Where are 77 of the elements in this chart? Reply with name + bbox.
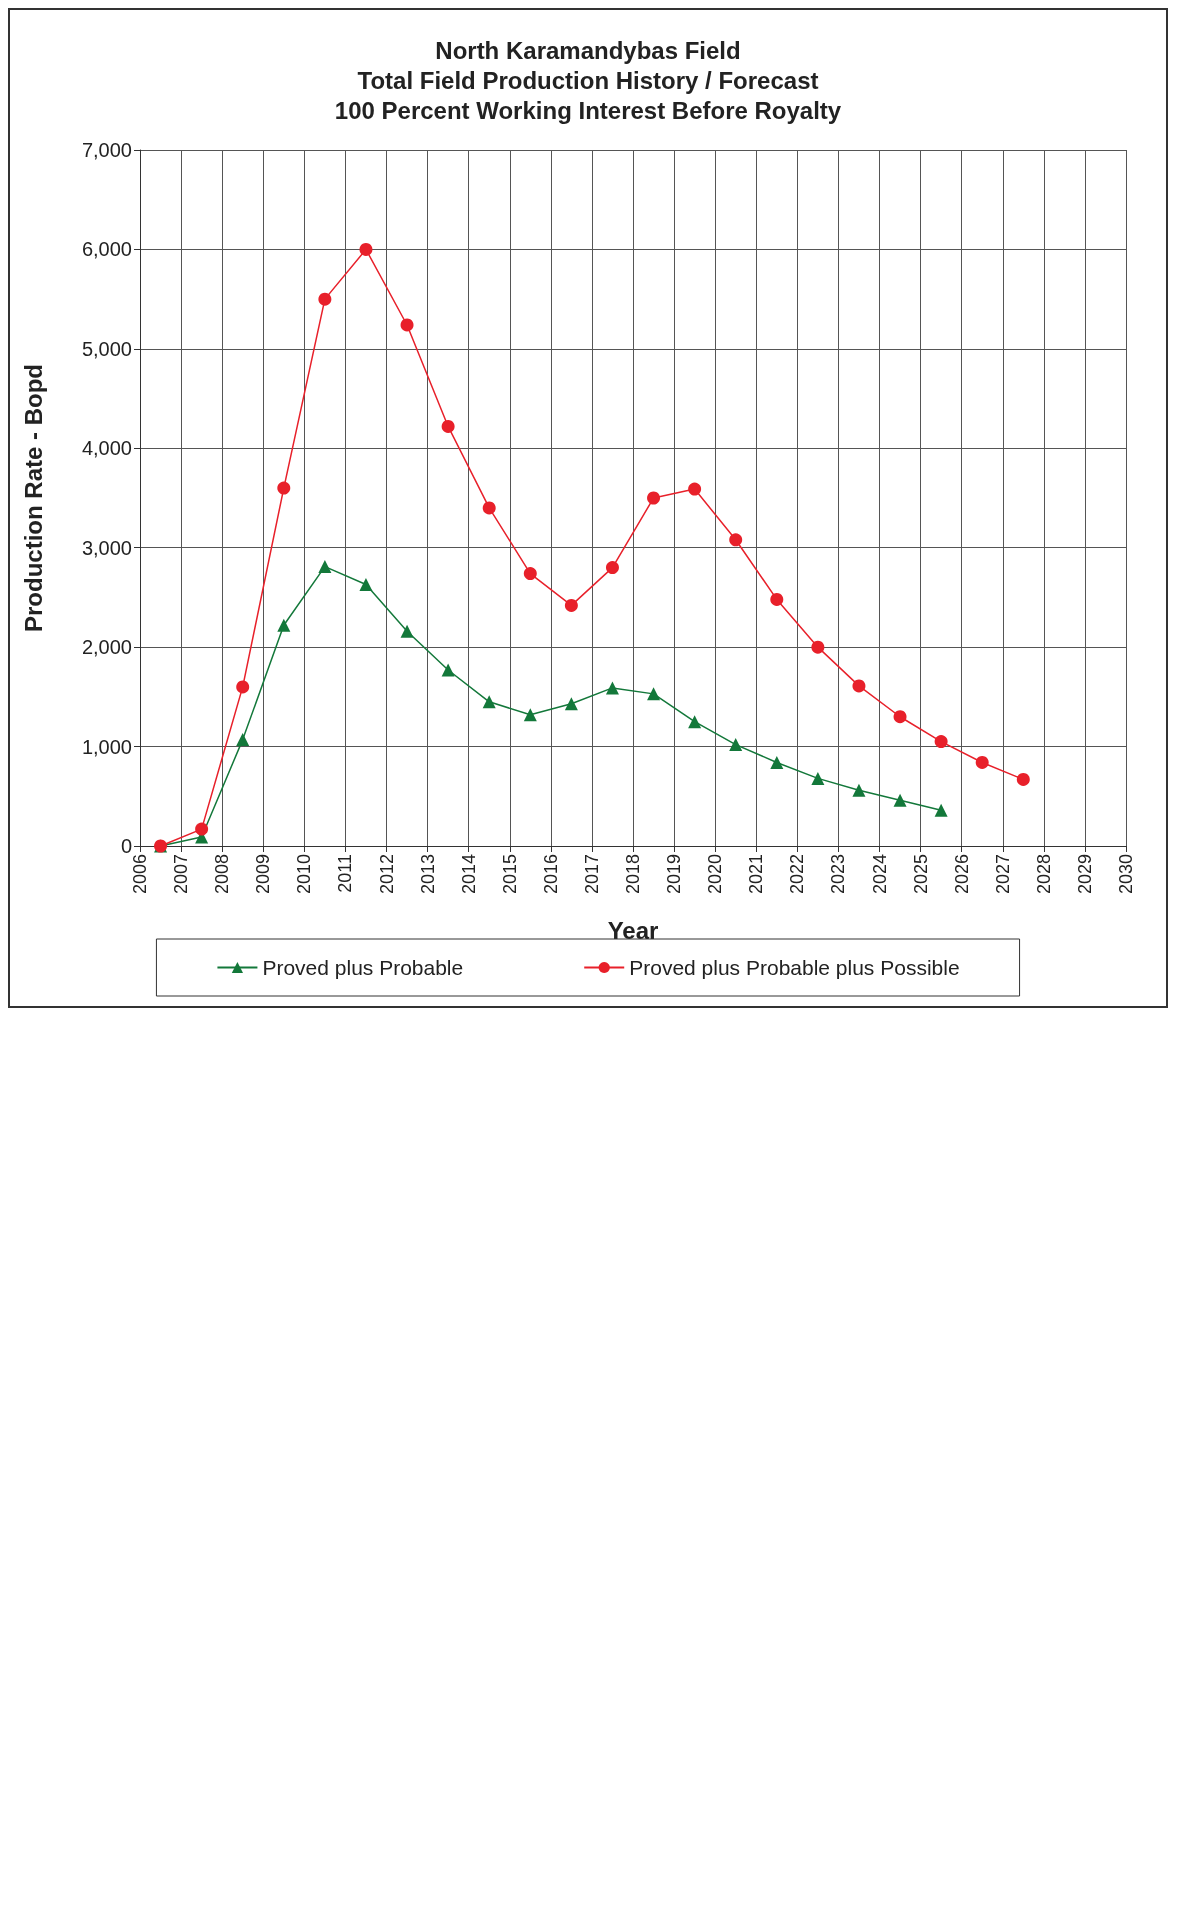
x-tick-label: 2021 bbox=[746, 854, 767, 895]
x-tick-label: 2006 bbox=[130, 854, 150, 895]
point bbox=[318, 292, 332, 306]
x-tick-label: 2029 bbox=[1074, 854, 1095, 895]
y-tick-label: 3,000 bbox=[81, 536, 132, 559]
x-tick-label: 2008 bbox=[212, 854, 233, 895]
y-tick-label: 2,000 bbox=[81, 636, 132, 659]
x-tick-label: 2012 bbox=[376, 854, 397, 895]
point bbox=[893, 710, 907, 724]
point bbox=[400, 624, 414, 638]
legend-label: Proved plus Probable plus Possible bbox=[629, 956, 960, 979]
point bbox=[523, 708, 537, 722]
x-tick-label: 2019 bbox=[664, 854, 685, 895]
point bbox=[277, 618, 291, 632]
y-axis-title: Production Rate - Bopd bbox=[19, 364, 47, 632]
y-tick-label: 4,000 bbox=[81, 437, 132, 460]
point bbox=[688, 715, 702, 729]
x-tick-label: 2023 bbox=[828, 854, 849, 895]
point bbox=[811, 640, 825, 654]
x-tick-label: 2027 bbox=[992, 854, 1013, 895]
point bbox=[647, 687, 661, 701]
point bbox=[975, 755, 989, 769]
point bbox=[770, 755, 784, 769]
y-tick-label: 7,000 bbox=[81, 139, 132, 161]
point bbox=[400, 318, 414, 332]
point bbox=[934, 735, 948, 749]
point bbox=[236, 680, 250, 694]
point bbox=[1016, 772, 1030, 786]
x-tick-label: 2028 bbox=[1033, 854, 1054, 895]
x-tick-label: 2013 bbox=[417, 854, 438, 895]
y-tick-label: 5,000 bbox=[81, 337, 132, 360]
point bbox=[770, 592, 784, 606]
x-tick-label: 2015 bbox=[499, 854, 520, 895]
x-tick-label: 2017 bbox=[581, 854, 602, 895]
x-tick-label: 2011 bbox=[335, 854, 356, 893]
y-tick-label: 6,000 bbox=[81, 238, 132, 261]
point bbox=[647, 491, 661, 505]
point bbox=[729, 738, 743, 752]
point bbox=[729, 533, 743, 547]
point bbox=[441, 663, 455, 677]
point bbox=[688, 482, 702, 496]
x-tick-label: 2014 bbox=[458, 854, 479, 895]
point bbox=[893, 793, 907, 807]
point bbox=[523, 567, 537, 581]
point bbox=[195, 822, 209, 836]
x-tick-label: 2010 bbox=[294, 854, 315, 895]
x-tick-label: 2016 bbox=[540, 854, 561, 895]
x-tick-label: 2009 bbox=[253, 854, 274, 895]
x-tick-label: 2024 bbox=[869, 854, 890, 895]
point bbox=[852, 783, 866, 797]
x-tick-label: 2018 bbox=[623, 854, 643, 895]
chart-title: North Karamandybas Field Total Field Production History / Forecast 100 Percent Working Interest Before Royalty bbox=[334, 36, 842, 124]
point bbox=[359, 578, 373, 591]
point bbox=[934, 803, 948, 817]
point bbox=[318, 560, 332, 574]
point bbox=[605, 681, 619, 695]
point bbox=[564, 598, 578, 612]
point bbox=[236, 733, 250, 747]
x-tick-label: 2022 bbox=[787, 854, 808, 895]
x-tick-label: 2007 bbox=[171, 854, 192, 895]
x-tick-label: 2025 bbox=[910, 854, 931, 895]
point bbox=[564, 697, 578, 711]
point bbox=[852, 679, 866, 693]
x-tick-label: 2026 bbox=[951, 854, 972, 895]
point bbox=[482, 501, 496, 515]
x-tick-label: 2030 bbox=[1116, 854, 1136, 895]
x-tick-label: 2020 bbox=[705, 854, 726, 895]
y-tick-label: 1,000 bbox=[81, 735, 132, 758]
point bbox=[277, 481, 291, 495]
point bbox=[359, 242, 373, 256]
y-tick-label: 0 bbox=[120, 835, 132, 857]
x-axis-title: Year bbox=[607, 916, 659, 944]
point bbox=[811, 771, 825, 785]
point bbox=[441, 419, 455, 433]
point bbox=[605, 561, 619, 575]
point bbox=[482, 695, 496, 709]
legend-label: Proved plus Probable bbox=[262, 956, 464, 979]
